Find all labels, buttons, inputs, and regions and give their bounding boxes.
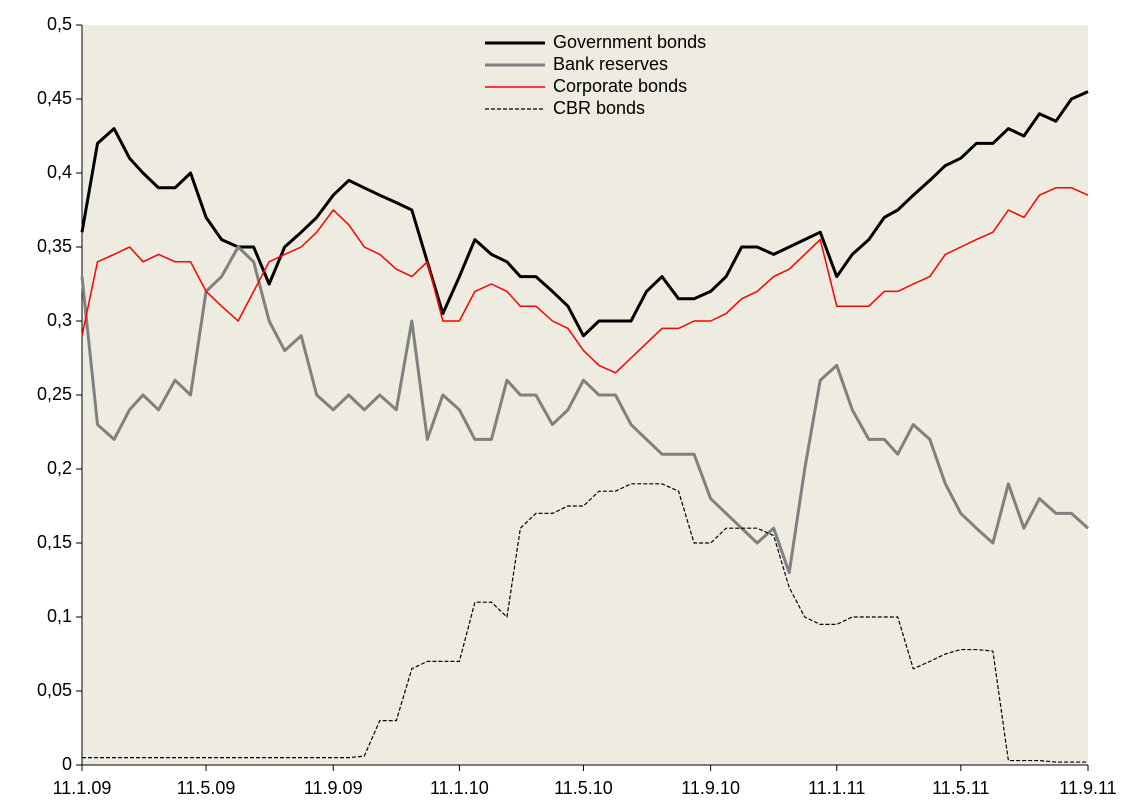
series-line <box>80 245 1090 575</box>
y-tick-label: 0,45 <box>37 88 72 108</box>
x-tick-label: 11.5.10 <box>554 778 613 798</box>
y-tick-label: 0,15 <box>37 532 72 552</box>
y-tick-label: 0,5 <box>47 14 72 34</box>
y-tick-label: 0,05 <box>37 680 72 700</box>
y-tick-label: 0,35 <box>37 236 72 256</box>
x-tick-label: 11.9.10 <box>681 778 740 798</box>
series-line <box>81 187 1089 374</box>
y-tick-label: 0,4 <box>47 162 72 182</box>
legend-label: Bank reserves <box>553 54 668 74</box>
x-tick-label: 11.9.09 <box>304 778 363 798</box>
x-tick-label: 11.1.09 <box>53 778 112 798</box>
plot-area <box>82 25 1088 765</box>
x-tick-label: 11.1.10 <box>430 778 489 798</box>
y-tick-label: 0,1 <box>47 606 72 626</box>
y-tick-label: 0,25 <box>37 384 72 404</box>
legend-label: Government bonds <box>553 32 706 52</box>
x-tick-label: 11.9.11 <box>1059 778 1116 798</box>
y-tick-label: 0 <box>62 754 72 774</box>
series-line <box>80 90 1089 338</box>
legend-label: CBR bonds <box>553 98 645 118</box>
x-tick-label: 11.1.11 <box>808 778 865 798</box>
x-tick-label: 11.5.09 <box>177 778 236 798</box>
series-line <box>82 483 1088 763</box>
x-tick-label: 11.5.11 <box>932 778 989 798</box>
legend-label: Corporate bonds <box>553 76 687 96</box>
y-tick-label: 0,2 <box>47 458 72 478</box>
y-tick-label: 0,3 <box>47 310 72 330</box>
